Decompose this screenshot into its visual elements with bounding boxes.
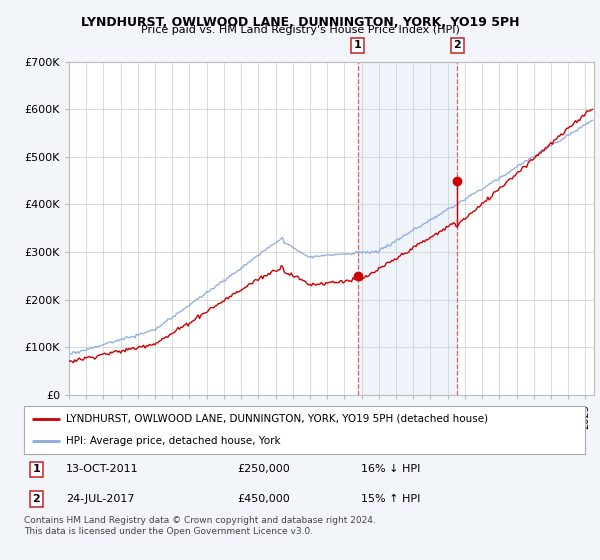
- Text: Price paid vs. HM Land Registry's House Price Index (HPI): Price paid vs. HM Land Registry's House …: [140, 25, 460, 35]
- Text: 16% ↓ HPI: 16% ↓ HPI: [361, 464, 420, 474]
- Text: £250,000: £250,000: [237, 464, 290, 474]
- Text: 1: 1: [354, 40, 362, 50]
- Text: £450,000: £450,000: [237, 494, 290, 504]
- Text: 2: 2: [32, 494, 40, 504]
- Text: 1: 1: [32, 464, 40, 474]
- Text: HPI: Average price, detached house, York: HPI: Average price, detached house, York: [66, 436, 281, 446]
- Text: Contains HM Land Registry data © Crown copyright and database right 2024.
This d: Contains HM Land Registry data © Crown c…: [24, 516, 376, 536]
- Bar: [358, 62, 457, 395]
- Text: 24-JUL-2017: 24-JUL-2017: [66, 494, 134, 504]
- Text: LYNDHURST, OWLWOOD LANE, DUNNINGTON, YORK, YO19 5PH: LYNDHURST, OWLWOOD LANE, DUNNINGTON, YOR…: [81, 16, 519, 29]
- Text: 2: 2: [454, 40, 461, 50]
- Text: 13-OCT-2011: 13-OCT-2011: [66, 464, 139, 474]
- Text: LYNDHURST, OWLWOOD LANE, DUNNINGTON, YORK, YO19 5PH (detached house): LYNDHURST, OWLWOOD LANE, DUNNINGTON, YOR…: [66, 414, 488, 424]
- Text: 15% ↑ HPI: 15% ↑ HPI: [361, 494, 420, 504]
